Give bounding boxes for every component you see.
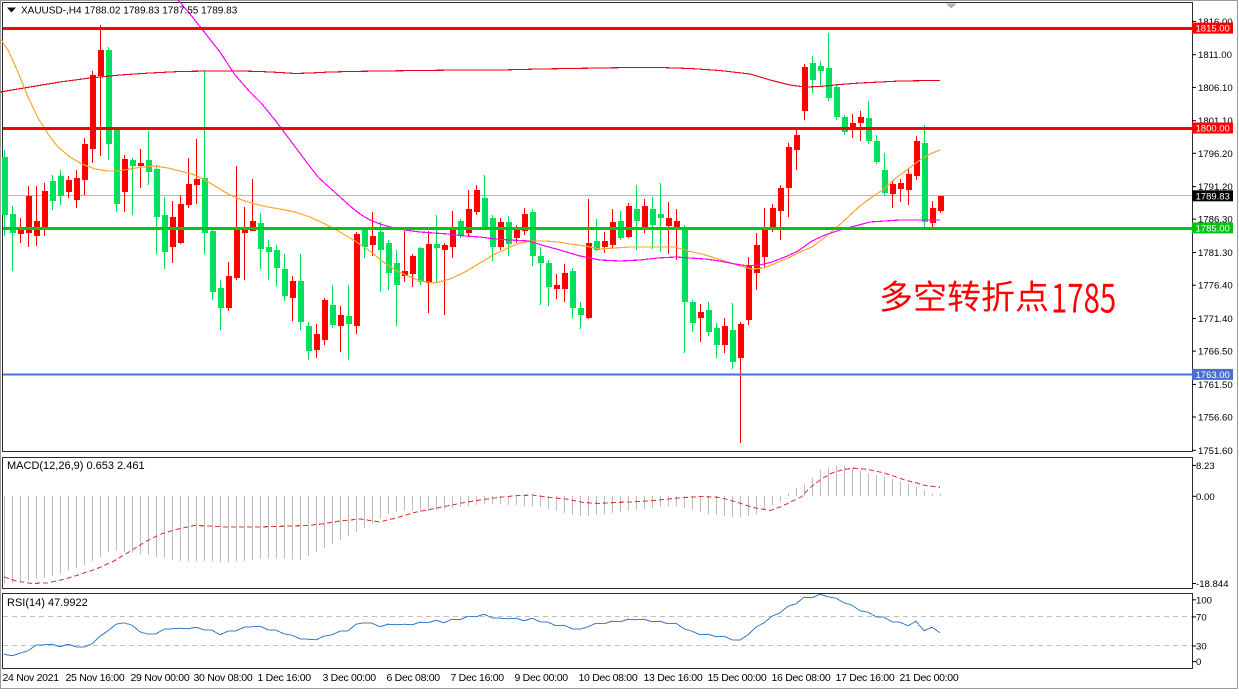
svg-text:1766.50: 1766.50 — [1198, 347, 1233, 358]
svg-text:RSI(14) 47.9922: RSI(14) 47.9922 — [7, 597, 88, 609]
svg-text:3 Dec 00:00: 3 Dec 00:00 — [323, 672, 377, 684]
svg-text:MACD(12,26,9) 0.653 2.461: MACD(12,26,9) 0.653 2.461 — [7, 460, 145, 472]
svg-text:7 Dec 16:00: 7 Dec 16:00 — [451, 672, 505, 684]
svg-text:1751.60: 1751.60 — [1198, 446, 1233, 457]
svg-text:70: 70 — [1196, 612, 1207, 623]
svg-text:30: 30 — [1196, 642, 1207, 653]
svg-text:1801.10: 1801.10 — [1198, 116, 1233, 127]
svg-text:16 Dec 08:00: 16 Dec 08:00 — [772, 672, 831, 684]
svg-text:XAUUSD-,H4 1788.02 1789.83 17: XAUUSD-,H4 1788.02 1789.83 1787.55 1789.… — [21, 6, 238, 17]
svg-text:1756.60: 1756.60 — [1198, 413, 1233, 424]
svg-text:9 Dec 00:00: 9 Dec 00:00 — [515, 672, 569, 684]
svg-text:1786.30: 1786.30 — [1198, 215, 1233, 226]
svg-text:1785.00: 1785.00 — [1196, 223, 1230, 234]
svg-text:25 Nov 16:00: 25 Nov 16:00 — [66, 672, 125, 684]
svg-text:15 Dec 00:00: 15 Dec 00:00 — [708, 672, 767, 684]
svg-text:1791.20: 1791.20 — [1198, 182, 1233, 193]
svg-text:1771.40: 1771.40 — [1198, 314, 1233, 325]
svg-text:1761.50: 1761.50 — [1198, 380, 1233, 391]
svg-text:-18.844: -18.844 — [1196, 579, 1229, 590]
svg-text:1776.40: 1776.40 — [1198, 281, 1233, 292]
svg-text:1806.10: 1806.10 — [1198, 83, 1233, 94]
svg-text:1781.30: 1781.30 — [1198, 248, 1233, 259]
svg-text:1811.00: 1811.00 — [1198, 50, 1232, 61]
svg-text:1815.00: 1815.00 — [1196, 24, 1230, 35]
svg-text:13 Dec 16:00: 13 Dec 16:00 — [644, 672, 703, 684]
svg-text:1789.83: 1789.83 — [1196, 191, 1230, 202]
svg-text:1800.00: 1800.00 — [1196, 124, 1230, 135]
svg-text:100: 100 — [1196, 595, 1212, 606]
svg-text:24 Nov 2021: 24 Nov 2021 — [3, 672, 60, 684]
svg-text:1 Dec 16:00: 1 Dec 16:00 — [258, 672, 312, 684]
svg-text:6 Dec 08:00: 6 Dec 08:00 — [387, 672, 441, 684]
svg-text:1763.00: 1763.00 — [1196, 370, 1230, 381]
svg-text:0: 0 — [1196, 657, 1201, 668]
svg-text:30 Nov 08:00: 30 Nov 08:00 — [194, 672, 253, 684]
svg-text:21 Dec 00:00: 21 Dec 00:00 — [900, 672, 959, 684]
svg-text:1796.20: 1796.20 — [1198, 149, 1233, 160]
svg-text:29 Nov 00:00: 29 Nov 00:00 — [131, 672, 190, 684]
svg-text:0.00: 0.00 — [1196, 492, 1215, 503]
svg-text:17 Dec 16:00: 17 Dec 16:00 — [836, 672, 895, 684]
svg-text:1816.00: 1816.00 — [1198, 17, 1233, 28]
svg-text:8.23: 8.23 — [1196, 461, 1215, 472]
svg-text:10 Dec 08:00: 10 Dec 08:00 — [579, 672, 638, 684]
